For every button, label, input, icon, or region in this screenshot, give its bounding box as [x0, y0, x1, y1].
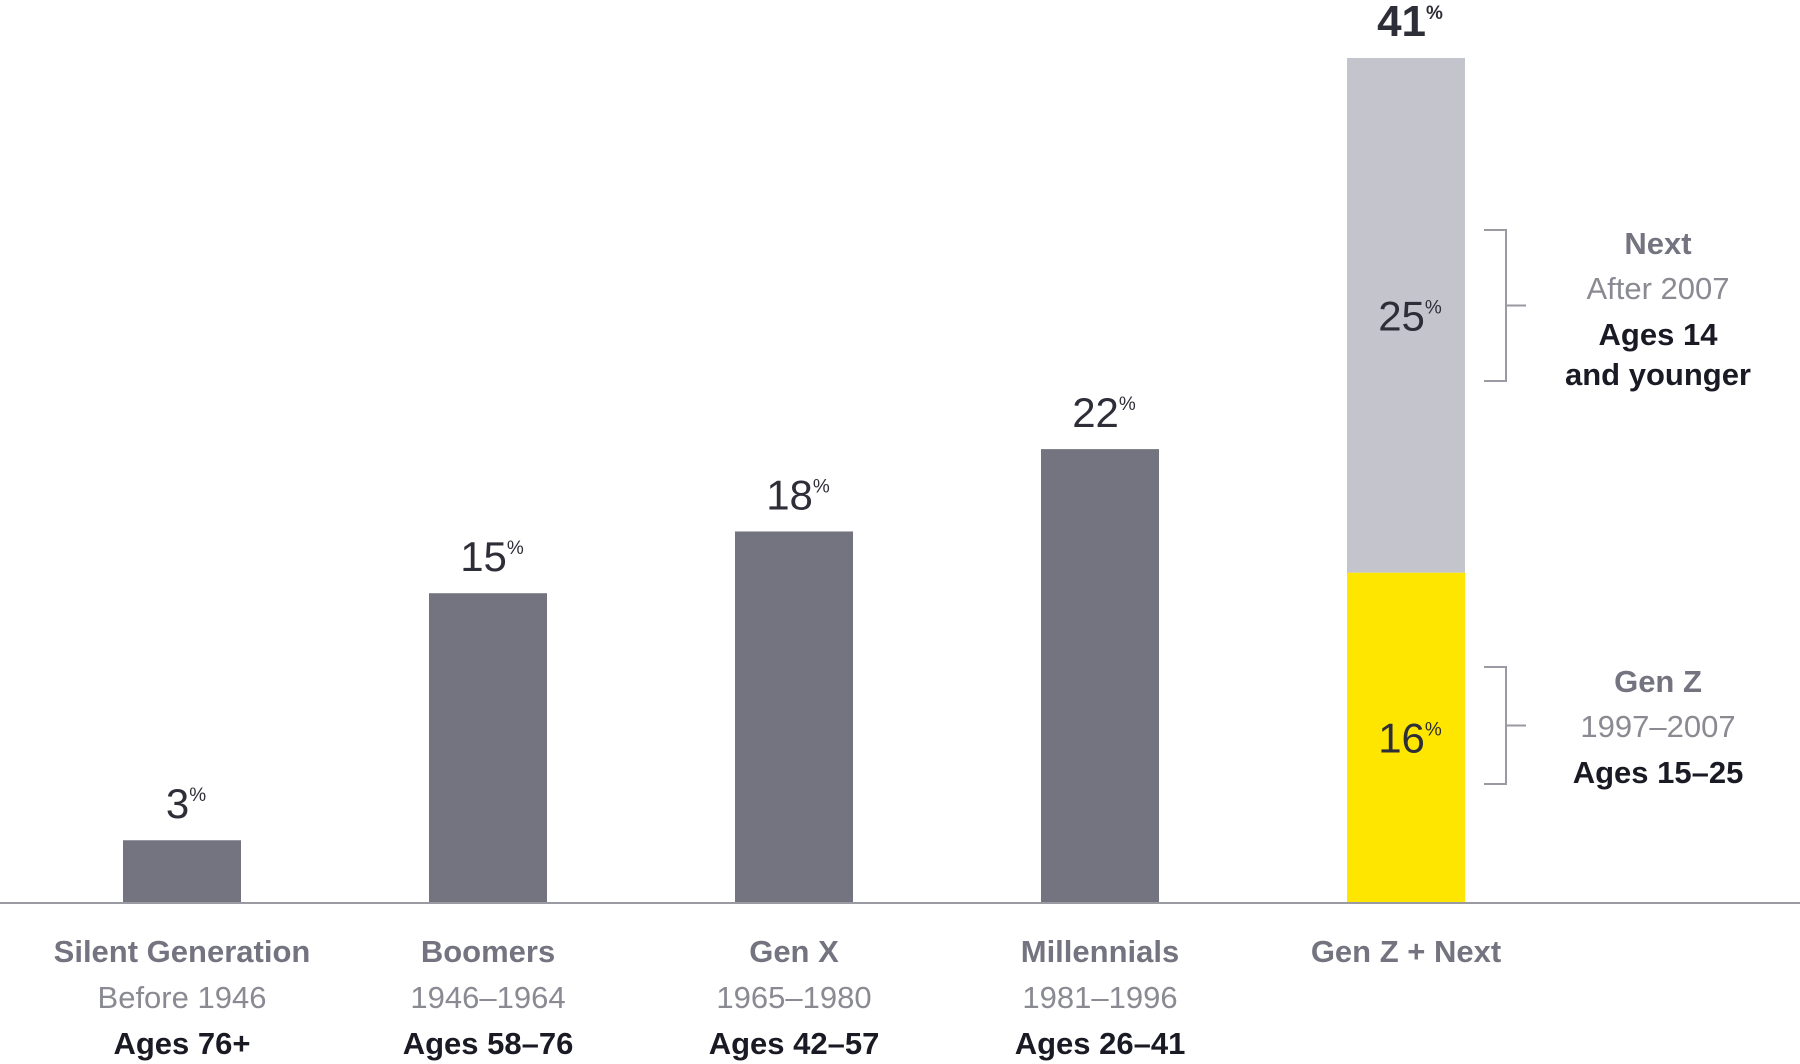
- value-label-millennials-percent-sign: %: [1119, 394, 1136, 415]
- category-years-gen-x: 1965–1980: [716, 980, 871, 1015]
- category-name-gen-z-next: Gen Z + Next: [1311, 934, 1501, 969]
- value-label-gen-x-number: 18: [766, 471, 813, 518]
- value-label-millennials-number: 22: [1072, 389, 1119, 436]
- category-ages-gen-x: Ages 42–57: [709, 1026, 880, 1061]
- category-name-millennials: Millennials: [1021, 934, 1179, 969]
- annotation-name-next: Next: [1624, 226, 1691, 261]
- category-ages-boomers: Ages 58–76: [403, 1026, 574, 1061]
- segment-value-label-next-number: 25: [1378, 292, 1425, 339]
- value-label-millennials: 22%: [1072, 389, 1136, 436]
- annotation-ages-next-2: and younger: [1565, 357, 1751, 392]
- segment-value-label-next-percent-sign: %: [1425, 297, 1442, 318]
- segment-value-label-next: 25%: [1378, 292, 1442, 339]
- stacked-total-label-number: 41: [1377, 0, 1426, 46]
- stacked-total-label-percent-sign: %: [1426, 3, 1443, 24]
- stacked-total-label: 41%: [1377, 0, 1443, 46]
- category-ages-silent-generation: Ages 76+: [113, 1026, 250, 1061]
- segment-value-label-gen-z-percent-sign: %: [1425, 719, 1442, 740]
- category-name-gen-x: Gen X: [749, 934, 839, 969]
- value-label-silent-generation-number: 3: [166, 780, 189, 827]
- value-label-gen-x-percent-sign: %: [813, 476, 830, 497]
- annotation-years-gen-z: 1997–2007: [1580, 709, 1735, 744]
- annotation-ages-next-1: Ages 14: [1599, 317, 1719, 352]
- category-years-boomers: 1946–1964: [410, 980, 565, 1015]
- value-label-silent-generation-percent-sign: %: [189, 785, 206, 806]
- bracket-next: [1484, 229, 1526, 382]
- segment-value-label-gen-z: 16%: [1378, 714, 1442, 761]
- annotation-ages-gen-z-1: Ages 15–25: [1573, 755, 1744, 790]
- annotation-name-gen-z: Gen Z: [1614, 664, 1702, 699]
- stacked-segment-next: [1347, 58, 1465, 573]
- stacked-segment-gen-z: [1347, 572, 1465, 902]
- value-label-boomers-percent-sign: %: [507, 538, 524, 559]
- value-label-silent-generation: 3%: [166, 780, 206, 827]
- segment-value-label-gen-z-number: 16: [1378, 714, 1425, 761]
- bar-millennials: [1041, 449, 1159, 902]
- bracket-gen-z: [1484, 666, 1526, 785]
- annotation-years-next: After 2007: [1586, 271, 1729, 306]
- value-label-boomers-number: 15: [460, 533, 507, 580]
- bar-gen-x: [735, 531, 853, 902]
- bar-boomers: [429, 593, 547, 902]
- value-label-gen-x: 18%: [766, 471, 830, 518]
- value-label-boomers: 15%: [460, 533, 524, 580]
- category-ages-millennials: Ages 26–41: [1015, 1026, 1186, 1061]
- bar-silent-generation: [123, 840, 241, 902]
- category-years-millennials: 1981–1996: [1022, 980, 1177, 1015]
- category-name-boomers: Boomers: [421, 934, 555, 969]
- category-name-silent-generation: Silent Generation: [54, 934, 311, 969]
- category-years-silent-generation: Before 1946: [98, 980, 267, 1015]
